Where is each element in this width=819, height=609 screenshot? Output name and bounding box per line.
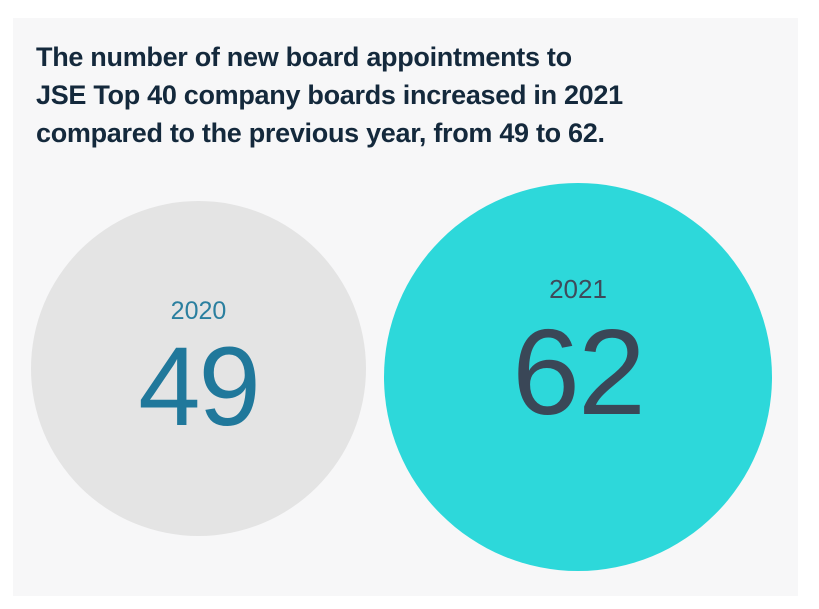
headline: The number of new board appointments to …: [36, 38, 623, 152]
bubble-2020: 2020 49: [31, 201, 366, 536]
value-2021: 62: [512, 304, 646, 441]
bubble-2021-content: 2021 62: [512, 273, 646, 441]
headline-line-1: The number of new board appointments to: [36, 42, 572, 72]
headline-line-2: JSE Top 40 company boards increased in 2…: [36, 80, 623, 110]
year-label-2021: 2021: [549, 273, 607, 304]
infographic-panel: The number of new board appointments to …: [13, 18, 798, 596]
year-label-2020: 2020: [170, 296, 227, 325]
bubble-2021: 2021 62: [384, 183, 772, 571]
headline-line-3: compared to the previous year, from 49 t…: [36, 118, 605, 148]
value-2020: 49: [138, 324, 261, 450]
bubble-2020-content: 2020 49: [138, 296, 261, 450]
